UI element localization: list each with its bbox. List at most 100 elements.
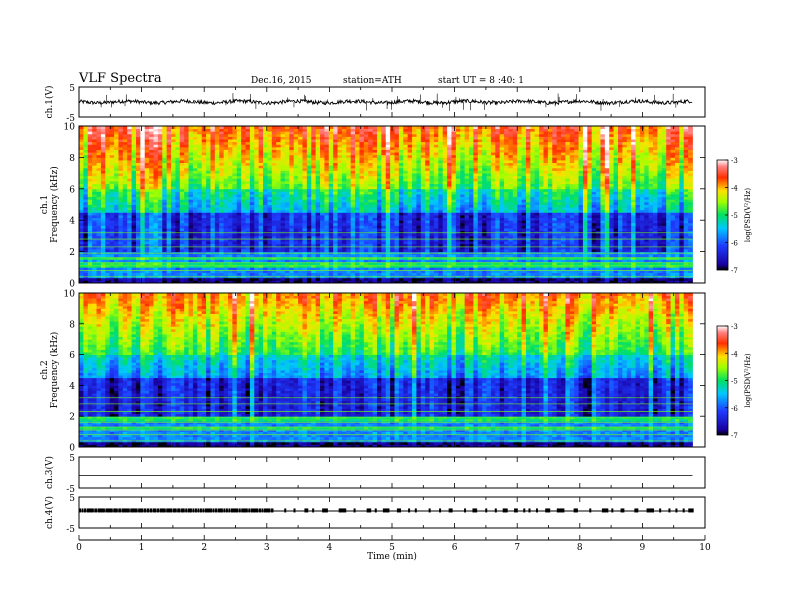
spectrogram-cell xyxy=(280,246,286,250)
spectrogram-cell xyxy=(254,248,260,252)
spectrogram-cell xyxy=(394,214,400,218)
spectrogram-cell xyxy=(609,228,614,232)
spectrogram-cell xyxy=(276,264,281,268)
spectrogram-cell xyxy=(574,238,579,242)
spectrogram-cell xyxy=(368,238,373,242)
spectrogram-cell xyxy=(587,256,593,260)
spectrogram-cell xyxy=(420,228,426,232)
spectrogram-cell xyxy=(96,235,102,239)
spectrogram-cell xyxy=(565,277,571,281)
spectrogram-cell xyxy=(254,196,260,200)
spectrogram-cell xyxy=(604,272,610,276)
spectrogram-cell xyxy=(149,222,154,226)
spectrogram-cell xyxy=(166,212,172,216)
spectrogram-cell xyxy=(311,238,317,242)
spectrogram-cell xyxy=(398,277,404,281)
spectrogram-cell xyxy=(157,209,163,213)
spectrogram-cell xyxy=(582,272,588,276)
spectrogram-cell xyxy=(657,267,663,271)
spectrogram-cell xyxy=(547,209,553,213)
spectrogram-cell xyxy=(547,259,553,263)
spectrogram-cell xyxy=(381,191,387,195)
spectrogram-cell xyxy=(328,248,334,252)
spectrogram-cell xyxy=(394,209,400,213)
spectrogram-cell xyxy=(289,256,295,260)
spectrogram-cell xyxy=(547,230,553,234)
spectrogram-cell xyxy=(109,214,115,218)
spectrogram-cell xyxy=(429,220,435,224)
spectrogram-cell xyxy=(109,246,115,250)
spectrogram-cell xyxy=(433,262,439,266)
spectrogram-cell xyxy=(341,225,347,229)
spectrogram-cell xyxy=(227,225,233,229)
spectrogram-cell xyxy=(337,264,343,268)
spectrogram-cell xyxy=(464,241,470,245)
spectrogram-cell xyxy=(460,191,466,195)
spectrogram-cell xyxy=(512,196,518,200)
spectrogram-cell xyxy=(127,233,132,237)
spectrogram-cell xyxy=(482,233,487,237)
spectrogram-cell xyxy=(227,277,233,281)
spectrogram-cell xyxy=(311,204,317,208)
spectrogram-cell xyxy=(206,235,211,239)
spectrogram-cell xyxy=(324,254,330,258)
spectrogram-cell xyxy=(521,191,527,195)
spectrogram-cell xyxy=(512,233,518,237)
spectrogram-cell xyxy=(241,228,246,232)
spectrogram-cell xyxy=(122,209,128,213)
spectrogram-cell xyxy=(674,217,680,221)
spectrogram-cell xyxy=(293,228,299,232)
spectrogram-cell xyxy=(486,196,492,200)
spectrogram-cell xyxy=(504,217,509,221)
spectrogram-cell xyxy=(241,194,246,198)
spectrogram-cell xyxy=(539,194,544,198)
spectrogram-cell xyxy=(648,194,654,198)
spectrogram-cell xyxy=(306,248,312,252)
spectrogram-cell xyxy=(311,228,317,232)
spectrogram-cell xyxy=(306,228,312,232)
spectrogram-cell xyxy=(688,196,693,200)
spectrogram-cell xyxy=(661,212,667,216)
spectrogram-cell xyxy=(284,220,290,224)
spectrogram-cell xyxy=(420,225,426,229)
spectrogram-cell xyxy=(490,230,496,234)
spectrogram-cell xyxy=(525,214,531,218)
spectrogram-cell xyxy=(477,199,483,203)
spectrogram-cell xyxy=(206,207,211,211)
spectrogram-cell xyxy=(455,209,461,213)
spectrogram-cell xyxy=(657,220,663,224)
spectrogram-cell xyxy=(486,254,492,258)
spectrogram-cell xyxy=(298,233,303,237)
spectrogram-cell xyxy=(206,201,211,205)
spectrogram-cell xyxy=(175,228,181,232)
spectrogram-cell xyxy=(394,254,400,258)
spectrogram-cell xyxy=(490,235,496,239)
spectrogram-cell xyxy=(644,209,650,213)
spectrogram-cell xyxy=(674,207,680,211)
spectrogram-cell xyxy=(298,196,303,200)
spectrogram-cell xyxy=(499,196,505,200)
spectrogram-cell xyxy=(688,267,693,271)
spectrogram-cell xyxy=(114,220,119,224)
spectrogram-cell xyxy=(140,267,146,271)
spectrogram-cell xyxy=(368,280,373,284)
spectrogram-cell xyxy=(328,199,334,203)
spectrogram-cell xyxy=(192,225,198,229)
spectrogram-cell xyxy=(122,243,128,247)
spectrogram-cell xyxy=(508,222,514,226)
spectrogram-cell xyxy=(135,220,141,224)
spectrogram-cell xyxy=(683,235,689,239)
spectrogram-cell xyxy=(525,201,531,205)
spectrogram-cell xyxy=(376,254,382,258)
spectrogram-cell xyxy=(276,238,281,242)
spectrogram-cell xyxy=(504,225,509,229)
spectrogram-cell xyxy=(438,269,444,273)
spectrogram-cell xyxy=(131,256,137,260)
spectrogram-cell xyxy=(333,262,338,266)
spectrogram-cell xyxy=(328,243,334,247)
spectrogram-cell xyxy=(420,214,426,218)
spectrogram-cell xyxy=(315,277,321,281)
spectrogram-cell xyxy=(451,230,457,234)
spectrogram-cell xyxy=(381,243,387,247)
spectrogram-cell xyxy=(359,207,365,211)
